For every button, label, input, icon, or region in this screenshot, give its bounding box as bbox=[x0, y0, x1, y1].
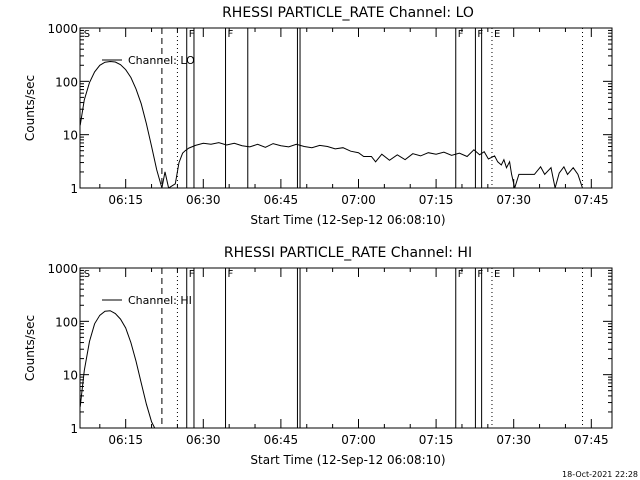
y-tick-label: 1 bbox=[70, 422, 78, 436]
plot-frame bbox=[79, 267, 613, 429]
y-tick-label: 1 bbox=[70, 182, 78, 196]
y-tick-label: 1000 bbox=[47, 262, 78, 276]
x-tick-label: 06:45 bbox=[264, 433, 299, 447]
x-tick-label: 07:30 bbox=[496, 433, 531, 447]
x-tick-label: 07:15 bbox=[419, 433, 454, 447]
legend-label: Channel: LO bbox=[128, 54, 195, 67]
plot-frame bbox=[79, 27, 613, 189]
y-axis-label: Counts/sec bbox=[23, 75, 37, 141]
x-tick-label: 07:15 bbox=[419, 193, 454, 207]
event-marker-label: E bbox=[494, 29, 500, 40]
panel-hi: RHESSI PARTICLE_RATE Channel: HI Counts/… bbox=[23, 245, 613, 467]
y-tick-label: 100 bbox=[55, 315, 78, 329]
legend-label: Channel: HI bbox=[128, 294, 192, 307]
event-marker-label: F bbox=[458, 29, 464, 40]
series-line bbox=[80, 310, 156, 428]
panel-lo: RHESSI PARTICLE_RATE Channel: LO Counts/… bbox=[23, 5, 613, 227]
x-axis-label: Start Time (12-Sep-12 06:08:10) bbox=[250, 453, 445, 467]
x-tick-label: 06:15 bbox=[108, 433, 143, 447]
event-marker-label: F bbox=[189, 269, 195, 280]
x-tick-label: 06:45 bbox=[264, 193, 299, 207]
x-tick-label: 07:45 bbox=[574, 433, 609, 447]
x-tick-label: 07:00 bbox=[341, 433, 376, 447]
chart-title: RHESSI PARTICLE_RATE Channel: HI bbox=[224, 245, 472, 261]
event-marker-label: F bbox=[228, 29, 234, 40]
event-marker-label: E bbox=[494, 269, 500, 280]
chart-title: RHESSI PARTICLE_RATE Channel: LO bbox=[222, 5, 474, 21]
event-marker-label: S bbox=[84, 29, 90, 40]
x-tick-label: 06:30 bbox=[186, 193, 221, 207]
x-tick-label: 06:30 bbox=[186, 433, 221, 447]
x-axis-label: Start Time (12-Sep-12 06:08:10) bbox=[250, 213, 445, 227]
y-tick-label: 10 bbox=[63, 369, 78, 383]
event-marker-label: F bbox=[189, 29, 195, 40]
event-marker-label: F bbox=[458, 269, 464, 280]
y-axis-label: Counts/sec bbox=[23, 315, 37, 381]
x-tick-label: 06:15 bbox=[108, 193, 143, 207]
y-tick-label: 100 bbox=[55, 75, 78, 89]
x-tick-label: 07:30 bbox=[496, 193, 531, 207]
y-tick-label: 1000 bbox=[47, 22, 78, 36]
x-tick-label: 07:00 bbox=[341, 193, 376, 207]
event-marker-label: F bbox=[477, 269, 483, 280]
footer-timestamp: 18-Oct-2021 22:28 bbox=[562, 470, 638, 479]
x-tick-label: 07:45 bbox=[574, 193, 609, 207]
y-tick-label: 10 bbox=[63, 129, 78, 143]
event-marker-label: S bbox=[84, 269, 90, 280]
series-line bbox=[80, 60, 583, 188]
event-marker-label: F bbox=[228, 269, 234, 280]
event-marker-label: F bbox=[477, 29, 483, 40]
